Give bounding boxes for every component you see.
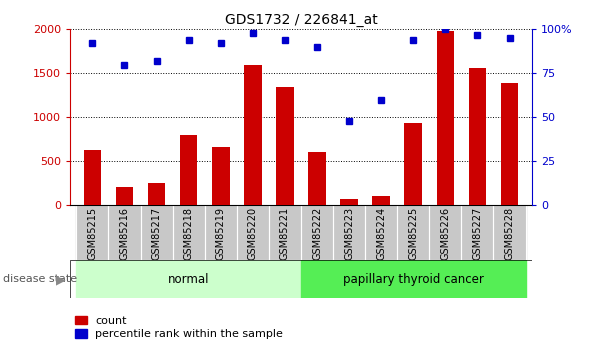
Bar bbox=[77, 260, 301, 298]
Bar bbox=[494, 205, 525, 260]
Bar bbox=[173, 205, 205, 260]
Text: GSM85217: GSM85217 bbox=[151, 207, 162, 260]
Bar bbox=[244, 65, 261, 205]
Bar bbox=[116, 187, 133, 205]
Bar bbox=[365, 205, 397, 260]
Bar bbox=[469, 68, 486, 205]
Bar bbox=[173, 205, 205, 260]
Bar bbox=[340, 199, 358, 205]
Bar bbox=[429, 205, 461, 260]
Bar bbox=[269, 205, 301, 260]
Bar bbox=[333, 205, 365, 260]
Bar bbox=[429, 205, 461, 260]
Bar bbox=[301, 205, 333, 260]
Legend: count, percentile rank within the sample: count, percentile rank within the sample bbox=[75, 316, 283, 339]
Bar bbox=[461, 205, 494, 260]
Bar bbox=[308, 152, 326, 205]
Text: GSM85220: GSM85220 bbox=[248, 207, 258, 260]
Text: disease state: disease state bbox=[3, 275, 77, 284]
Bar bbox=[140, 205, 173, 260]
Text: normal: normal bbox=[168, 273, 209, 286]
Bar bbox=[212, 147, 230, 205]
Text: papillary thyroid cancer: papillary thyroid cancer bbox=[343, 273, 484, 286]
Text: GSM85222: GSM85222 bbox=[312, 207, 322, 260]
Bar bbox=[237, 205, 269, 260]
Bar bbox=[397, 205, 429, 260]
Text: GSM85221: GSM85221 bbox=[280, 207, 290, 260]
Bar bbox=[397, 205, 429, 260]
Bar bbox=[276, 87, 294, 205]
Text: GSM85223: GSM85223 bbox=[344, 207, 354, 260]
Bar bbox=[148, 183, 165, 205]
Text: GSM85218: GSM85218 bbox=[184, 207, 194, 260]
Bar bbox=[372, 196, 390, 205]
Bar bbox=[108, 205, 140, 260]
Text: ▶: ▶ bbox=[56, 273, 66, 286]
Bar bbox=[494, 205, 525, 260]
Bar bbox=[77, 205, 108, 260]
Bar bbox=[140, 205, 173, 260]
Bar bbox=[205, 205, 237, 260]
Bar bbox=[83, 150, 101, 205]
Bar bbox=[501, 83, 519, 205]
Text: GSM85215: GSM85215 bbox=[88, 207, 97, 260]
Bar bbox=[237, 205, 269, 260]
Bar bbox=[205, 205, 237, 260]
Bar bbox=[404, 122, 422, 205]
Bar bbox=[77, 205, 108, 260]
Bar bbox=[301, 205, 333, 260]
Bar bbox=[180, 135, 198, 205]
Bar bbox=[365, 205, 397, 260]
Text: GSM85226: GSM85226 bbox=[440, 207, 451, 260]
Text: GSM85219: GSM85219 bbox=[216, 207, 226, 260]
Text: GSM85216: GSM85216 bbox=[119, 207, 130, 260]
Text: GSM85228: GSM85228 bbox=[505, 207, 514, 260]
Bar bbox=[333, 205, 365, 260]
Bar bbox=[437, 31, 454, 205]
Bar bbox=[301, 260, 525, 298]
Text: GSM85225: GSM85225 bbox=[408, 207, 418, 260]
Bar bbox=[461, 205, 494, 260]
Bar bbox=[269, 205, 301, 260]
Bar bbox=[108, 205, 140, 260]
Text: GSM85227: GSM85227 bbox=[472, 207, 483, 260]
Text: GSM85224: GSM85224 bbox=[376, 207, 386, 260]
Title: GDS1732 / 226841_at: GDS1732 / 226841_at bbox=[224, 13, 378, 27]
